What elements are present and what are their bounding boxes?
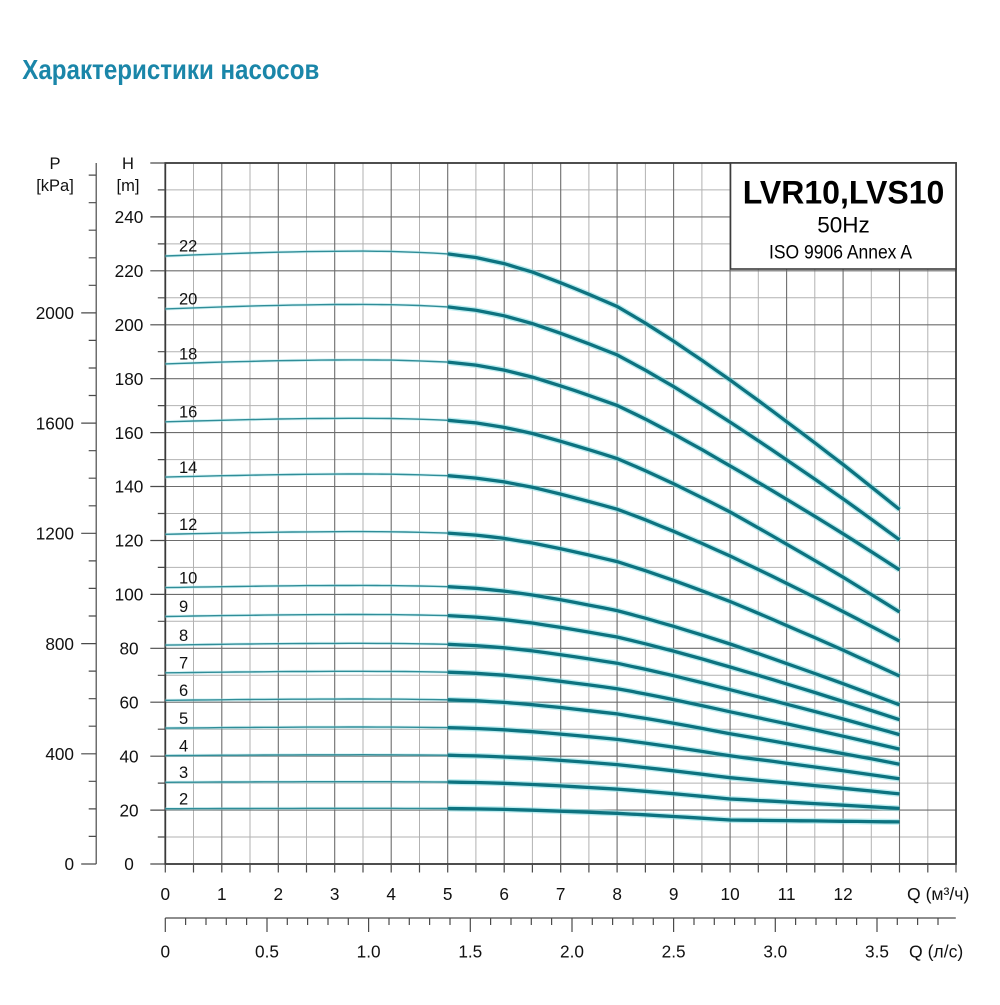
svg-text:Q (л/с): Q (л/с) [909,941,963,961]
svg-text:ISO 9906 Annex A: ISO 9906 Annex A [769,242,912,264]
svg-text:22: 22 [179,238,197,256]
svg-text:12: 12 [179,516,197,534]
svg-text:2.5: 2.5 [662,941,686,961]
svg-text:2: 2 [274,884,284,904]
svg-text:4: 4 [386,884,396,904]
svg-text:6: 6 [179,682,188,700]
svg-text:0: 0 [161,941,171,961]
svg-text:800: 800 [45,634,74,654]
svg-text:20: 20 [119,800,138,820]
svg-text:Q (м³/ч): Q (м³/ч) [907,884,969,904]
svg-text:100: 100 [115,585,144,605]
svg-text:0: 0 [161,884,171,904]
svg-text:40: 40 [119,746,138,766]
svg-text:18: 18 [179,346,197,364]
svg-text:180: 180 [115,369,144,389]
svg-text:10: 10 [179,569,197,587]
svg-text:0.5: 0.5 [255,941,279,961]
svg-text:8: 8 [179,627,188,645]
svg-text:H: H [122,155,134,173]
svg-text:5: 5 [443,884,453,904]
svg-text:220: 220 [115,261,144,281]
svg-text:2.0: 2.0 [560,941,584,961]
svg-text:2: 2 [179,790,188,808]
svg-text:4: 4 [179,737,188,755]
svg-text:P: P [49,155,60,173]
svg-text:Характеристики насосов: Характеристики насосов [22,54,319,85]
svg-text:120: 120 [115,531,144,551]
svg-text:140: 140 [115,477,144,497]
svg-text:50Hz: 50Hz [817,213,870,238]
svg-text:3: 3 [330,884,340,904]
svg-text:1: 1 [217,884,227,904]
svg-text:9: 9 [669,884,679,904]
svg-text:10: 10 [721,884,740,904]
svg-text:160: 160 [115,423,144,443]
svg-text:3: 3 [179,764,188,782]
svg-text:5: 5 [179,710,188,728]
svg-text:0: 0 [64,854,74,874]
svg-text:0: 0 [124,854,134,874]
svg-text:1.5: 1.5 [458,941,482,961]
svg-text:240: 240 [115,207,144,227]
svg-text:11: 11 [778,884,796,904]
svg-text:1200: 1200 [36,524,74,544]
svg-text:7: 7 [556,884,566,904]
svg-text:LVR10,LVS10: LVR10,LVS10 [743,175,945,211]
svg-text:2000: 2000 [36,303,74,323]
svg-text:400: 400 [45,744,74,764]
svg-text:20: 20 [179,291,197,309]
svg-text:80: 80 [119,639,138,659]
svg-text:16: 16 [179,404,197,422]
svg-text:8: 8 [612,884,622,904]
svg-text:3.0: 3.0 [763,941,787,961]
svg-text:60: 60 [119,692,138,712]
svg-text:[m]: [m] [117,177,140,195]
svg-text:14: 14 [179,459,197,477]
svg-text:12: 12 [834,884,853,904]
svg-text:1600: 1600 [36,413,74,433]
svg-text:1.0: 1.0 [357,941,381,961]
svg-text:6: 6 [499,884,509,904]
svg-text:3.5: 3.5 [865,941,889,961]
svg-text:9: 9 [179,598,188,616]
svg-text:200: 200 [115,315,144,335]
svg-text:7: 7 [179,655,188,673]
svg-text:[kPa]: [kPa] [36,177,74,195]
